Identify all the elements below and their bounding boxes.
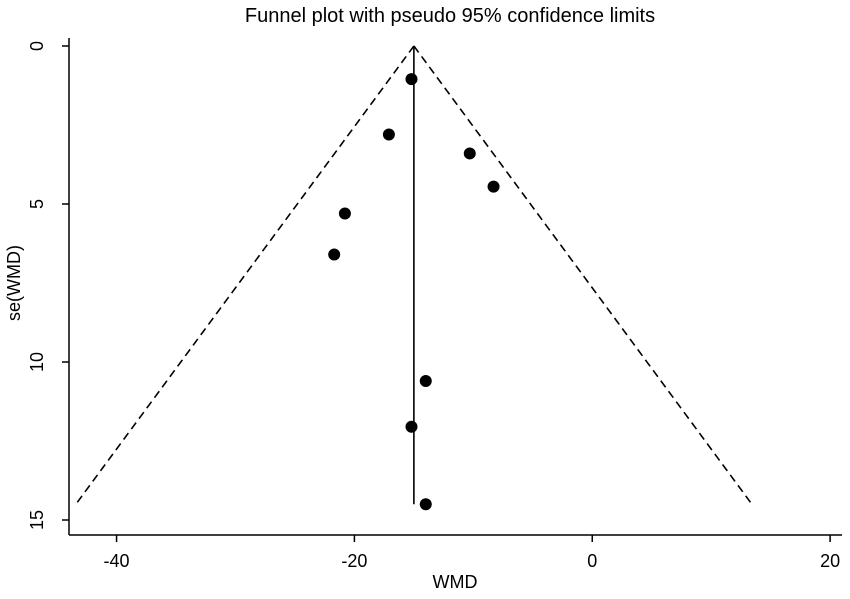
y-axis-title: se(WMD) xyxy=(4,245,24,321)
x-tick-label: 20 xyxy=(820,551,840,571)
ci-limit-right xyxy=(413,45,753,505)
y-tick-label: 10 xyxy=(27,352,47,372)
study-point xyxy=(328,248,341,261)
chart-title: Funnel plot with pseudo 95% confidence l… xyxy=(245,5,655,27)
ci-limit-left xyxy=(75,45,415,505)
study-point xyxy=(487,180,500,193)
study-point xyxy=(419,498,432,511)
x-tick-label: 0 xyxy=(587,551,597,571)
plot-area: -40 -20 0 20 0 5 10 15 xyxy=(27,38,842,571)
study-point xyxy=(405,420,418,433)
x-tick-label: -40 xyxy=(104,551,130,571)
study-point xyxy=(338,207,351,220)
x-axis-title: WMD xyxy=(433,572,478,592)
study-point xyxy=(405,73,418,86)
x-tick-label: -20 xyxy=(341,551,367,571)
study-point xyxy=(463,147,476,160)
y-tick-label: 15 xyxy=(27,510,47,530)
study-point xyxy=(382,128,395,141)
y-tick-label: 0 xyxy=(27,41,47,51)
study-point xyxy=(419,374,432,387)
y-tick-label: 5 xyxy=(27,199,47,209)
